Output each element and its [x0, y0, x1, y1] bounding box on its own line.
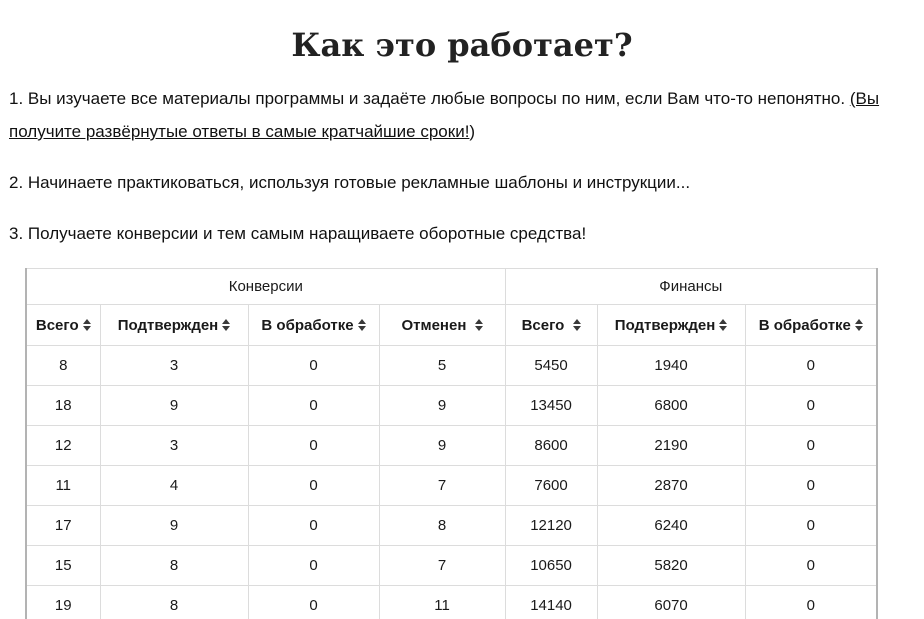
- table-cell: 6070: [596, 585, 746, 619]
- table-cell: 11: [378, 585, 506, 619]
- table-cell: 3: [99, 345, 249, 386]
- group-header-finances: Финансы: [504, 268, 878, 305]
- table-row: 11 4 0 7 7600 2870 0: [25, 465, 878, 506]
- table-cell: 3: [99, 425, 249, 466]
- paragraph-step-1-text: 1. Вы изучаете все материалы программы и…: [9, 89, 850, 108]
- table-cell: 4: [99, 465, 249, 506]
- column-header-label: В обработке: [261, 316, 354, 334]
- page-title: Как это работает?: [291, 26, 633, 64]
- table-cell: 6800: [596, 385, 746, 426]
- table-column-header-row: Всего Подтвержден В обработке Отменен Вс…: [25, 304, 878, 346]
- table-cell: 0: [247, 505, 380, 546]
- table-cell: 5820: [596, 545, 746, 586]
- table-cell: 0: [247, 425, 380, 466]
- table-cell: 0: [247, 345, 380, 386]
- stats-table: Конверсии Финансы Всего Подтвержден В об…: [25, 268, 879, 619]
- table-row: 18 9 0 9 13450 6800 0: [25, 385, 878, 426]
- table-cell: 17: [25, 505, 101, 546]
- table-cell: 7600: [504, 465, 598, 506]
- table-cell: 0: [247, 545, 380, 586]
- stats-table-body: 8 3 0 5 5450 1940 0 18 9 0 9 13450 6800 0 12 3 0 9 8600 219…: [25, 345, 878, 619]
- column-header-conv-total[interactable]: Всего: [25, 304, 101, 346]
- paragraph-step-1-after-link: ): [469, 122, 476, 141]
- table-cell: 15: [25, 545, 101, 586]
- paragraph-step-2: 2. Начинаете практиковаться, используя г…: [9, 173, 691, 192]
- table-row: 8 3 0 5 5450 1940 0: [25, 345, 878, 386]
- table-cell: 0: [744, 385, 878, 426]
- table-cell: 9: [99, 385, 249, 426]
- table-cell: 0: [744, 545, 878, 586]
- table-cell: 1940: [596, 345, 746, 386]
- sort-icon[interactable]: [719, 318, 728, 331]
- table-cell: 13450: [504, 385, 598, 426]
- table-cell: 12120: [504, 505, 598, 546]
- column-header-label: В обработке: [758, 316, 851, 334]
- sort-icon[interactable]: [572, 318, 581, 331]
- column-header-label: Всего: [35, 316, 79, 334]
- stats-table-container: Конверсии Финансы Всего Подтвержден В об…: [25, 268, 915, 619]
- table-cell: 7: [378, 545, 506, 586]
- column-header-conv-cancelled[interactable]: Отменен: [378, 304, 506, 346]
- column-header-conv-confirmed[interactable]: Подтвержден: [99, 304, 249, 346]
- sort-icon[interactable]: [357, 318, 366, 331]
- table-cell: 12: [25, 425, 101, 466]
- table-cell: 2190: [596, 425, 746, 466]
- table-cell: 0: [744, 425, 878, 466]
- table-group-header-row: Конверсии Финансы: [25, 268, 878, 305]
- sort-icon[interactable]: [854, 318, 863, 331]
- table-cell: 18: [25, 385, 101, 426]
- table-cell: 0: [744, 505, 878, 546]
- sort-icon[interactable]: [474, 318, 483, 331]
- table-cell: 10650: [504, 545, 598, 586]
- sort-icon[interactable]: [82, 318, 91, 331]
- group-header-conversions: Конверсии: [25, 268, 506, 305]
- table-cell: 0: [744, 585, 878, 619]
- column-header-fin-confirmed[interactable]: Подтвержден: [596, 304, 746, 346]
- column-header-label: Всего: [521, 316, 565, 334]
- table-cell: 8600: [504, 425, 598, 466]
- table-cell: 5450: [504, 345, 598, 386]
- table-row: 15 8 0 7 10650 5820 0: [25, 545, 878, 586]
- column-header-label: Отменен: [401, 316, 467, 334]
- table-cell: 8: [25, 345, 101, 386]
- table-cell: 0: [247, 465, 380, 506]
- table-cell: 0: [744, 465, 878, 506]
- table-cell: 9: [99, 505, 249, 546]
- paragraph-step-1: 1. Вы изучаете все материалы программы и…: [9, 82, 915, 148]
- table-cell: 8: [99, 585, 249, 619]
- table-cell: 14140: [504, 585, 598, 619]
- table-cell: 0: [247, 585, 380, 619]
- quick-answers-link[interactable]: (Вы получите развёрнутые ответы в самые …: [9, 89, 880, 141]
- column-header-conv-processing[interactable]: В обработке: [247, 304, 380, 346]
- column-header-fin-processing[interactable]: В обработке: [744, 304, 878, 346]
- table-cell: 7: [378, 465, 506, 506]
- table-cell: 2870: [596, 465, 746, 506]
- table-cell: 19: [25, 585, 101, 619]
- table-cell: 6240: [596, 505, 746, 546]
- table-row: 17 9 0 8 12120 6240 0: [25, 505, 878, 546]
- column-header-fin-total[interactable]: Всего: [504, 304, 598, 346]
- table-row: 19 8 0 11 14140 6070 0: [25, 585, 878, 619]
- sort-icon[interactable]: [222, 318, 231, 331]
- table-cell: 0: [247, 385, 380, 426]
- table-cell: 9: [378, 425, 506, 466]
- table-cell: 0: [744, 345, 878, 386]
- table-row: 12 3 0 9 8600 2190 0: [25, 425, 878, 466]
- table-cell: 11: [25, 465, 101, 506]
- page-content: Как это работает? 1. Вы изучаете все мат…: [0, 26, 924, 619]
- table-cell: 5: [378, 345, 506, 386]
- column-header-label: Подтвержден: [117, 316, 219, 334]
- table-cell: 9: [378, 385, 506, 426]
- column-header-label: Подтвержден: [614, 316, 716, 334]
- table-cell: 8: [99, 545, 249, 586]
- table-cell: 8: [378, 505, 506, 546]
- paragraph-step-3: 3. Получаете конверсии и тем самым наращ…: [9, 224, 587, 243]
